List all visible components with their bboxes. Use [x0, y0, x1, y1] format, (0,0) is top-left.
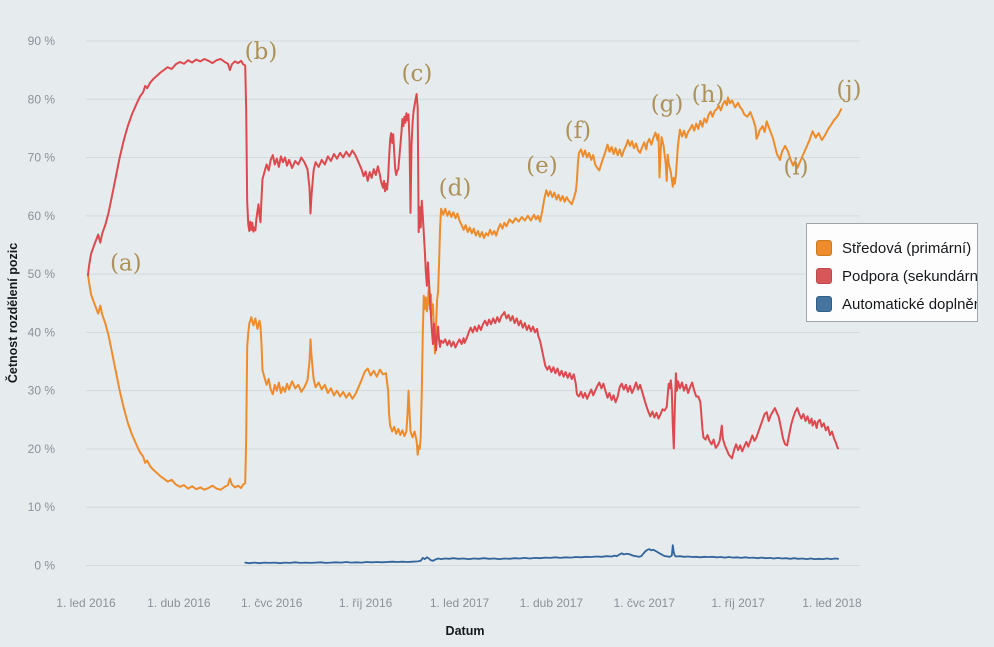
y-tick-label: 60 %: [28, 209, 56, 223]
annotation-h: (h): [692, 82, 725, 108]
legend-label-stredova: Středová (primární): [842, 239, 972, 257]
y-tick-label: 30 %: [28, 384, 56, 398]
x-axis-tick-labels: 1. led 2016 1. dub 2016 1. čvc 2016 1. říj …: [56, 596, 862, 610]
gridlines: [86, 40, 860, 566]
y-tick-label: 20 %: [28, 442, 56, 456]
x-tick-label: 1. led 2016: [56, 596, 116, 610]
x-tick-label: 1. led 2018: [802, 596, 862, 610]
y-tick-label: 80 %: [28, 92, 56, 106]
annotation-i: (i): [783, 154, 808, 180]
legend-label-podpora: Podpora (sekundární): [842, 267, 978, 285]
x-tick-label: 1. čvc 2016: [241, 596, 303, 610]
series-line-stredova: [87, 96, 843, 491]
legend-item-stredova[interactable]: Středová (primární): [816, 234, 977, 262]
y-tick-label: 10 %: [28, 500, 56, 514]
y-tick-label: 70 %: [28, 151, 56, 165]
y-axis-tick-labels: 0 % 10 % 20 % 30 % 40 % 50 % 60 % 70 % 80 % 90 %: [28, 34, 56, 573]
legend-item-automaticke[interactable]: Automatické doplnění: [816, 290, 977, 318]
y-tick-label: 0 %: [34, 559, 55, 573]
annotation-e: (e): [526, 153, 558, 179]
legend-item-partial: [816, 318, 977, 321]
x-tick-label: 1. dub 2016: [147, 596, 211, 610]
legend-item-podpora[interactable]: Podpora (sekundární): [816, 262, 977, 290]
x-tick-label: 1. led 2017: [430, 596, 490, 610]
y-tick-label: 50 %: [28, 267, 56, 281]
y-axis-title: Četnost rozdělení pozic: [5, 243, 20, 383]
annotation-d: (d): [439, 175, 472, 201]
x-tick-label: 1. říj 2016: [339, 596, 393, 610]
legend: Středová (primární) Podpora (sekundární)…: [806, 223, 978, 322]
annotations: (a) (b) (c) (d) (e) (f) (g) (h) (i) (j): [110, 39, 862, 277]
annotation-f: (f): [565, 118, 591, 144]
annotation-a: (a): [110, 250, 142, 276]
x-tick-label: 1. říj 2017: [711, 596, 765, 610]
y-tick-label: 40 %: [28, 325, 56, 339]
series-line-automaticke: [244, 544, 839, 565]
annotation-c: (c): [402, 61, 433, 87]
x-tick-label: 1. dub 2017: [520, 596, 584, 610]
legend-label-automaticke: Automatické doplnění: [842, 295, 978, 313]
x-tick-label: 1. čvc 2017: [614, 596, 676, 610]
series-lines: [87, 58, 843, 565]
series-line-podpora: [87, 58, 840, 460]
legend-swatch-stredova: [816, 240, 832, 256]
annotation-b: (b): [245, 39, 278, 65]
legend-swatch-podpora: [816, 268, 832, 284]
legend-swatch-automaticke: [816, 296, 832, 312]
annotation-j: (j): [836, 77, 861, 103]
y-tick-label: 90 %: [28, 34, 56, 48]
annotation-g: (g): [651, 91, 684, 117]
x-axis-title: Datum: [446, 624, 485, 638]
